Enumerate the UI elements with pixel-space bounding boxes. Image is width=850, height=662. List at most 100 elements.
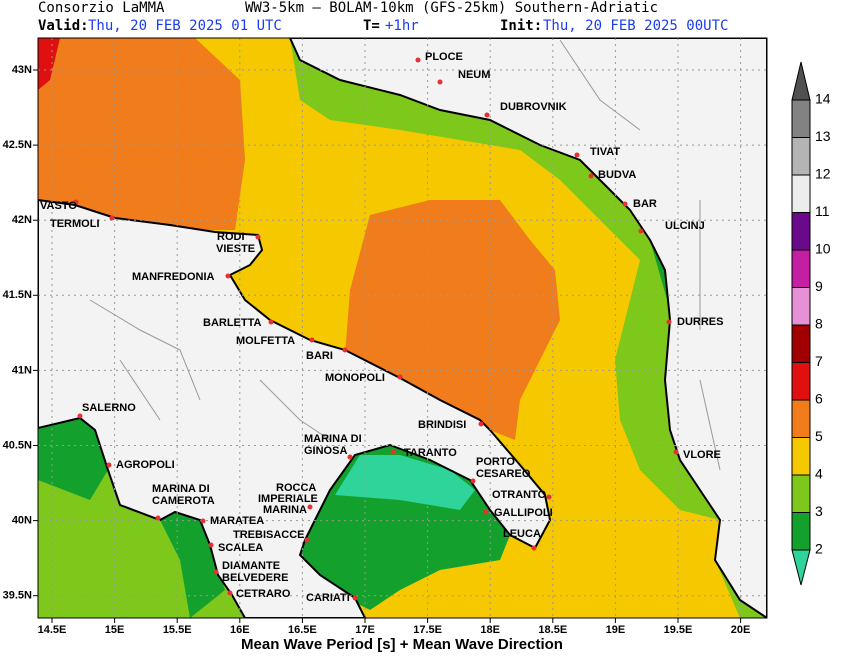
colorbar-label: 10	[815, 241, 831, 257]
lon-tick-label: 19E	[606, 624, 626, 636]
place-dot	[673, 449, 679, 455]
step-label: T=	[363, 18, 380, 34]
lat-tick-label: 43N	[12, 64, 32, 76]
place-dot	[304, 537, 310, 543]
place-dot	[478, 421, 484, 427]
colorbar-label: 3	[815, 503, 823, 519]
place-label: CESAREO	[476, 468, 531, 480]
place-dot	[200, 518, 206, 524]
lat-tick-label: 42N	[12, 214, 32, 226]
place-label: MONOPOLI	[325, 372, 385, 384]
place-dot	[268, 319, 274, 325]
place-label: DUBROVNIK	[500, 101, 567, 113]
place-dot	[483, 509, 489, 515]
colorbar-segment	[791, 99, 811, 138]
colorbar-label: 14	[815, 91, 831, 107]
colorbar-label: 2	[815, 541, 823, 557]
axes: 14.5E 15E 15.5E 16E 16.5E 17E 17.5E 18E 18.5E 19E…	[3, 64, 751, 636]
place-label: MOLFETTA	[236, 335, 295, 347]
place-label: BARI	[306, 350, 333, 362]
place-dot	[470, 478, 476, 484]
place-dot	[225, 273, 231, 279]
place-dot	[342, 347, 348, 353]
place-dot	[638, 228, 644, 234]
place-label: CARIATI	[306, 592, 350, 604]
place-label: AGROPOLI	[116, 459, 175, 471]
place-label: BUDVA	[598, 169, 636, 181]
place-dot	[208, 542, 214, 548]
colorbar-label: 6	[815, 391, 823, 407]
lat-tick-label: 39.5N	[3, 590, 32, 602]
lat-tick-label: 41N	[12, 364, 32, 376]
step: +1hr	[385, 18, 419, 34]
colorbar-label: 8	[815, 316, 823, 332]
place-label: GALLIPOLI	[494, 507, 553, 519]
lon-tick-label: 15E	[105, 624, 125, 636]
place-dot	[309, 337, 315, 343]
colorbar-segment	[791, 474, 811, 513]
place-dot	[352, 595, 358, 601]
init-time: Thu, 20 FEB 2025 00UTC	[543, 18, 728, 34]
place-dot	[109, 215, 115, 221]
place-label: ROCCA	[276, 482, 316, 494]
place-dot	[347, 454, 353, 460]
colorbar-label: 13	[815, 128, 831, 144]
sea-field	[345, 200, 560, 440]
place-label: RODI	[217, 231, 245, 243]
map-frame	[37, 37, 768, 619]
org: Consorzio LaMMA	[38, 0, 165, 16]
valid-label: Valid:	[38, 18, 89, 34]
place-label: TARANTO	[404, 447, 457, 459]
valid-time: Thu, 20 FEB 2025 01 UTC	[88, 18, 282, 34]
colorbar-label: 7	[815, 353, 823, 369]
place-label: MARINA DI	[304, 433, 362, 445]
place-label: OTRANTO	[492, 489, 547, 501]
place-dot	[415, 57, 421, 63]
lat-tick-label: 41.5N	[3, 289, 32, 301]
lon-tick-label: 17E	[355, 624, 375, 636]
lat-tick-label: 40N	[12, 515, 32, 527]
place-label: MANFREDONIA	[132, 271, 215, 283]
place-label: BARLETTA	[203, 317, 262, 329]
place-label: MARINA DI	[152, 483, 210, 495]
place-label: SCALEA	[218, 542, 263, 554]
place-label: PORTO	[476, 456, 515, 468]
map-area: PLOCE NEUM DUBROVNIK TIVAT BUDVA BAR ULCINJ DUR…	[38, 38, 767, 618]
footer-title: Mean Wave Period [s] + Mean Wave Directi…	[241, 636, 563, 653]
place-dot	[622, 201, 628, 207]
place-dot	[390, 449, 396, 455]
sea-field	[38, 418, 108, 500]
place-dot	[106, 462, 112, 468]
place-dot	[255, 234, 261, 240]
colorbar-segment	[791, 512, 811, 551]
place-dot	[155, 515, 161, 521]
colorbar-segment	[791, 399, 811, 438]
place-dot	[213, 569, 219, 575]
place-label: TERMOLI	[50, 218, 100, 230]
place-label: ULCINJ	[665, 220, 705, 232]
place-label: MARINA	[263, 504, 307, 516]
colorbar-segment	[791, 287, 811, 326]
model: WW3-5km – BOLAM-10km (GFS-25km) Southern…	[245, 0, 658, 16]
place-dot	[397, 374, 403, 380]
init-label: Init:	[500, 18, 542, 34]
place-label: SALERNO	[82, 402, 136, 414]
colorbar-label: 12	[815, 166, 831, 182]
colorbar-segment	[791, 437, 811, 476]
lon-tick-label: 15.5E	[163, 624, 192, 636]
place-label: VLORE	[683, 449, 721, 461]
lon-tick-label: 19.5E	[664, 624, 693, 636]
place-label: PLOCE	[425, 51, 463, 63]
place-label: BRINDISI	[418, 419, 466, 431]
sea-field	[335, 455, 475, 510]
border	[89, 39, 721, 471]
lon-tick-label: 14.5E	[38, 624, 67, 636]
lon-tick-label: 17.5E	[413, 624, 442, 636]
place-label: TREBISACCE	[233, 529, 305, 541]
place-label: VASTO	[40, 200, 77, 212]
colorbar-label: 4	[815, 466, 823, 482]
colorbar-segment	[791, 174, 811, 213]
colorbar-extend	[791, 61, 811, 101]
